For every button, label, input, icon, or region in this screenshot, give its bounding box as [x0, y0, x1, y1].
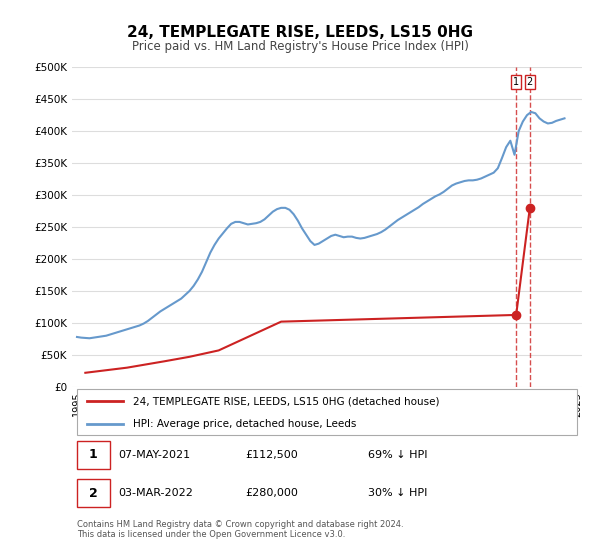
Text: 24, TEMPLEGATE RISE, LEEDS, LS15 0HG (detached house): 24, TEMPLEGATE RISE, LEEDS, LS15 0HG (de…: [133, 396, 440, 406]
FancyBboxPatch shape: [77, 389, 577, 436]
Text: 1: 1: [89, 449, 98, 461]
Text: 69% ↓ HPI: 69% ↓ HPI: [368, 450, 427, 460]
Text: 07-MAY-2021: 07-MAY-2021: [118, 450, 190, 460]
Text: HPI: Average price, detached house, Leeds: HPI: Average price, detached house, Leed…: [133, 419, 356, 428]
Text: £280,000: £280,000: [245, 488, 298, 498]
Text: £112,500: £112,500: [245, 450, 298, 460]
Text: 24, TEMPLEGATE RISE, LEEDS, LS15 0HG: 24, TEMPLEGATE RISE, LEEDS, LS15 0HG: [127, 25, 473, 40]
Text: 03-MAR-2022: 03-MAR-2022: [118, 488, 193, 498]
FancyBboxPatch shape: [77, 479, 110, 507]
Text: 30% ↓ HPI: 30% ↓ HPI: [368, 488, 427, 498]
Text: 1: 1: [513, 77, 519, 87]
Text: 2: 2: [89, 487, 98, 500]
Text: 2: 2: [527, 77, 533, 87]
FancyBboxPatch shape: [77, 441, 110, 469]
Text: Contains HM Land Registry data © Crown copyright and database right 2024.
This d: Contains HM Land Registry data © Crown c…: [77, 520, 404, 539]
Text: Price paid vs. HM Land Registry's House Price Index (HPI): Price paid vs. HM Land Registry's House …: [131, 40, 469, 53]
